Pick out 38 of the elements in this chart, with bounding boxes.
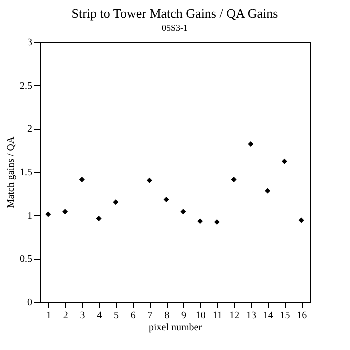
- y-tick-label: 1.5: [20, 168, 32, 178]
- point: [164, 196, 170, 202]
- x-tick-label: 3: [80, 310, 86, 322]
- x-axis-title: pixel number: [148, 322, 203, 334]
- x-tick-label: 11: [212, 310, 223, 322]
- point: [265, 188, 271, 194]
- x-tick-label: 6: [130, 310, 136, 322]
- y-axis-title: Match gains / QA: [6, 136, 17, 208]
- chart-subtitle: 05S3-1: [162, 23, 188, 33]
- point: [46, 212, 52, 218]
- x-tick-label: 14: [263, 310, 274, 322]
- point: [282, 158, 288, 164]
- chart-title: Strip to Tower Match Gains / QA Gains: [72, 6, 278, 21]
- y-tick-label: 0.5: [20, 254, 32, 266]
- x-tick-label: 7: [148, 310, 153, 322]
- x-tick-label: 2: [63, 310, 68, 322]
- point: [96, 216, 102, 222]
- point: [62, 209, 68, 215]
- x-tick-label: 1: [46, 310, 52, 322]
- y-tick-label: 0: [28, 298, 32, 308]
- y-tick-label: 2.5: [20, 80, 32, 92]
- x-tick-label: 15: [280, 310, 290, 322]
- y-tick-label: 3: [28, 38, 32, 48]
- point: [79, 177, 85, 183]
- y-tick-label: 1: [28, 210, 32, 222]
- point: [113, 200, 119, 206]
- x-tick-label: 10: [196, 310, 206, 322]
- x-tick-label: 8: [164, 310, 170, 322]
- point: [146, 178, 152, 184]
- x-tick-label: 4: [97, 310, 102, 322]
- point: [248, 142, 254, 148]
- x-tick-label: 13: [246, 310, 256, 322]
- y-tick-label: 2: [28, 124, 32, 136]
- x-tick-label: 9: [181, 310, 186, 322]
- x-tick-label: 16: [297, 310, 308, 322]
- point: [214, 220, 220, 226]
- x-tick-label: 5: [114, 310, 119, 322]
- x-tick-label: 12: [230, 310, 240, 322]
